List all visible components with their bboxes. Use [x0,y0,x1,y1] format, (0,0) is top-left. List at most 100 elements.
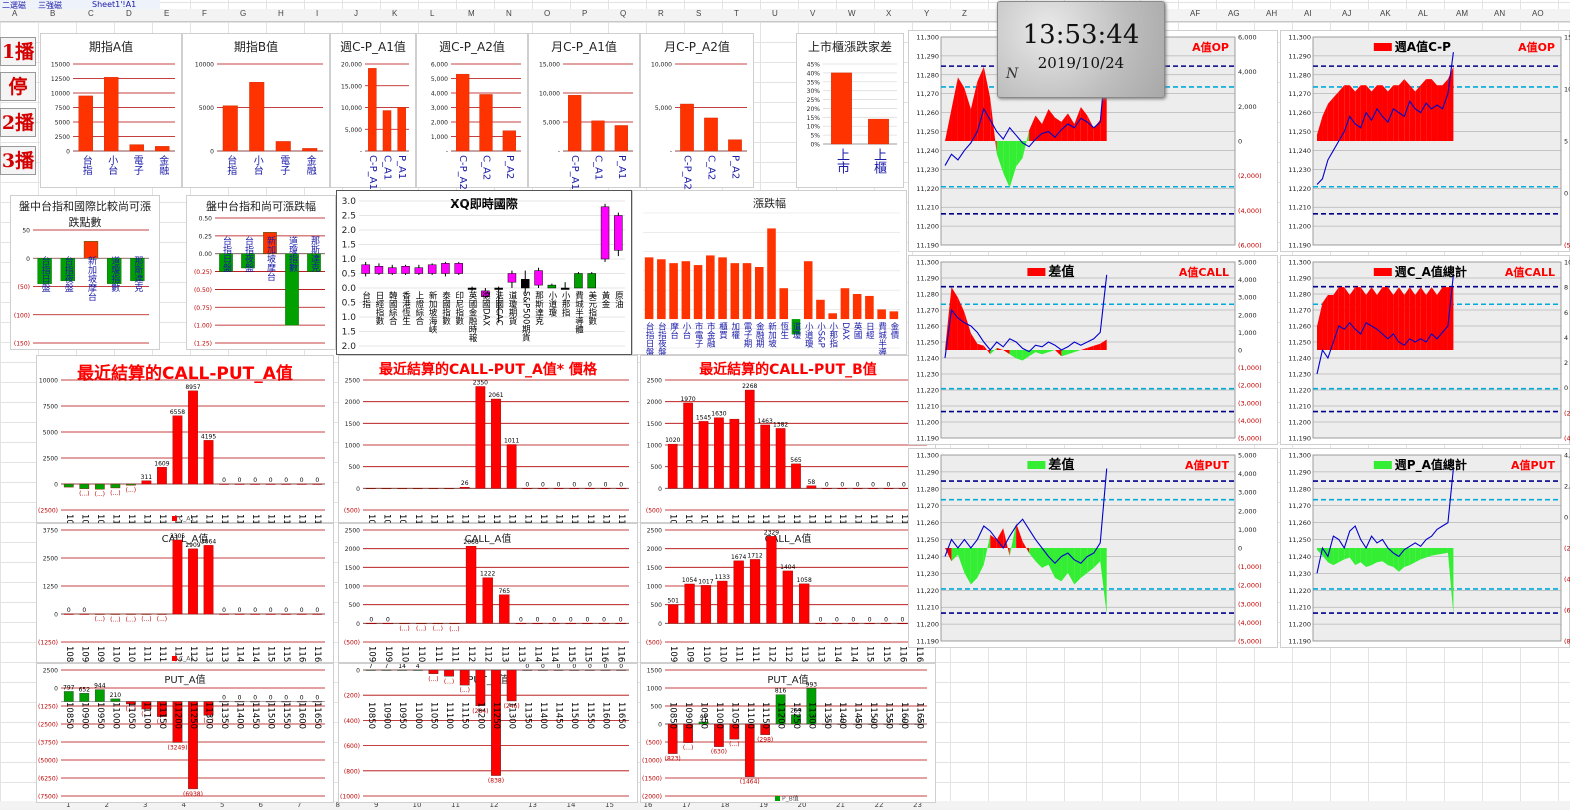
bar[interactable] [840,288,850,320]
bar[interactable] [914,723,925,725]
column-letter[interactable]: R [658,9,664,18]
row-number[interactable]: 11 [451,801,460,809]
column-letter[interactable]: D [126,9,132,18]
bar[interactable] [157,701,167,717]
bar[interactable] [219,253,233,272]
bar[interactable] [365,669,376,671]
bar[interactable] [744,723,755,777]
bar[interactable] [141,701,152,710]
candle-body[interactable] [388,267,397,274]
row-number[interactable]: 22 [874,801,884,809]
bar[interactable] [569,488,580,490]
column-letter[interactable]: S [696,9,702,18]
sheet-tab-right[interactable]: Sheet1'!A1 [92,0,137,9]
bar[interactable] [616,488,627,490]
bar[interactable] [412,669,423,671]
column-letter[interactable]: F [202,9,207,18]
bar[interactable] [265,701,276,703]
bar[interactable] [141,480,152,485]
bar[interactable] [728,139,742,152]
bar[interactable] [263,232,277,254]
bar[interactable] [714,417,724,489]
bar[interactable] [760,723,770,735]
row-number[interactable]: 4 [181,801,186,809]
bar[interactable] [475,669,486,706]
bar[interactable] [83,241,99,259]
bar[interactable] [219,701,229,703]
settlement-chart-0[interactable]: 最近結算的CALL-PUT_A值 10000 7500 5000 2500 0 (2500)… [36,355,334,524]
bar[interactable] [506,444,517,489]
bar[interactable] [381,488,392,490]
bar[interactable] [767,228,776,320]
row-number[interactable]: 16 [643,801,653,809]
put-chart-1[interactable]: PUT_A值 0 (200) (400) (600) (800) (1000) 7 10850 7… [338,663,638,803]
bar[interactable] [897,623,908,625]
play-2-button[interactable]: 2播 [0,108,36,137]
bar[interactable] [265,613,276,615]
bar[interactable] [428,488,439,490]
bar[interactable] [155,146,170,152]
bar[interactable] [94,613,105,615]
column-letter[interactable]: C [88,9,94,18]
bar[interactable] [657,259,666,320]
bar[interactable] [78,95,93,152]
row-number[interactable]: 3 [143,801,148,809]
intraday-chart-5[interactable]: 11,300 11,290 11,280 11,270 11,260 11,250 11,2… [1280,448,1570,648]
column-letter[interactable]: G [240,9,247,18]
bar[interactable] [714,723,724,747]
bar[interactable] [821,488,832,490]
bar[interactable] [222,105,238,152]
row-number[interactable]: 20 [797,801,807,809]
bar[interactable] [775,428,786,489]
column-letter[interactable]: M [468,9,475,18]
bar[interactable] [803,261,813,320]
bar[interactable] [444,488,454,490]
call-chart-1[interactable]: CALL_A值 2500 2000 1500 1000 500 0 (500) 0 10900 0 1… [338,523,638,664]
bar[interactable] [683,402,693,489]
bar[interactable] [296,483,307,485]
column-letter[interactable]: I [316,9,319,18]
bar[interactable] [250,613,260,615]
play-3-button[interactable]: 3播 [0,146,36,175]
bar[interactable] [548,623,560,625]
bar[interactable] [285,253,299,326]
bar[interactable] [188,701,198,790]
bar[interactable] [598,623,610,625]
bar[interactable] [614,125,628,152]
bar[interactable] [515,623,527,625]
bar[interactable] [565,623,576,625]
price-line[interactable] [944,468,1108,565]
bar[interactable] [616,669,627,671]
row-number[interactable]: 2 [104,801,109,809]
column-letter[interactable]: E [164,9,170,18]
bar[interactable] [60,258,75,282]
bar[interactable] [718,257,727,320]
column-letter[interactable]: K [392,9,398,18]
candle-body[interactable] [574,273,583,289]
column-letter[interactable]: Q [620,9,627,18]
bar[interactable] [482,577,493,624]
row-number[interactable]: 13 [528,801,537,809]
candle-body[interactable] [587,273,596,289]
bar[interactable] [368,68,377,152]
bar[interactable] [584,669,595,671]
bar[interactable] [475,386,486,489]
column-letter[interactable]: B [50,9,56,18]
candle-body[interactable] [600,206,610,260]
price-line[interactable] [1316,52,1454,185]
bar[interactable] [538,669,548,671]
row-number[interactable]: 18 [720,801,730,809]
candle-body[interactable] [427,264,437,274]
bar[interactable] [837,723,848,725]
bar[interactable] [459,487,470,489]
bar[interactable] [868,723,878,725]
bar[interactable] [312,483,323,485]
candle-body[interactable] [507,273,517,283]
bar[interactable] [110,613,121,615]
bar[interactable] [499,594,510,624]
bar[interactable] [553,669,564,671]
bar[interactable] [382,110,392,152]
bar[interactable] [415,623,427,625]
row-number[interactable]: 21 [836,801,845,809]
top-bar-chart-6[interactable]: 上市櫃漲跌家差 45% 40% 35% 30% 25% 20% 15% 10% 5% 0% 上市 上櫃 [796,33,904,188]
